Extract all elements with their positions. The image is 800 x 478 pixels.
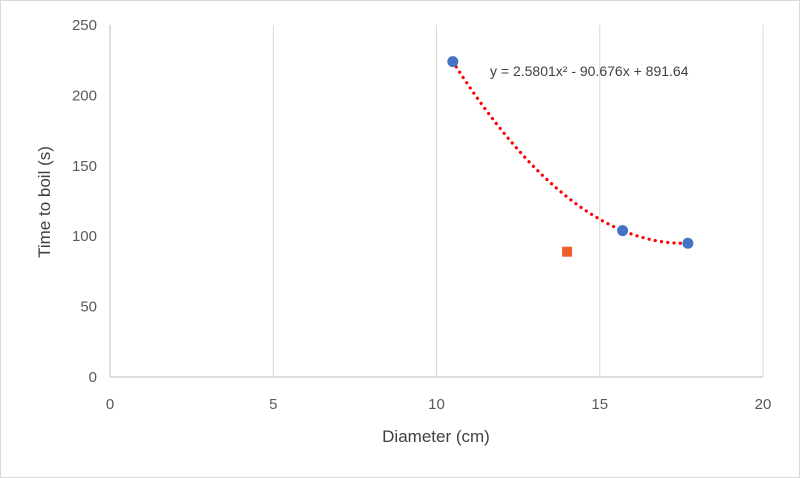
data-point-circle	[682, 237, 694, 249]
x-tick-label: 15	[591, 396, 608, 413]
y-tick-label: 150	[72, 158, 97, 175]
data-points	[447, 56, 694, 257]
y-tick-label: 200	[72, 87, 97, 104]
x-axis-title: Diameter (cm)	[382, 427, 490, 446]
axes	[109, 25, 763, 378]
trendline	[451, 60, 690, 245]
data-point-circle	[617, 225, 629, 237]
data-point-circle	[447, 56, 459, 68]
gridlines	[272, 25, 764, 377]
data-point-square	[562, 246, 573, 257]
y-tick-label: 250	[72, 17, 97, 34]
x-tick-label: 10	[428, 396, 445, 413]
y-tick-label: 100	[72, 228, 97, 245]
x-tick-label: 5	[269, 396, 277, 413]
x-tick-label: 20	[755, 396, 772, 413]
y-axis-title: Time to boil (s)	[35, 146, 54, 258]
y-tick-label: 0	[89, 369, 97, 386]
x-tick-label: 0	[106, 396, 114, 413]
y-tick-label: 50	[80, 299, 97, 316]
trendline-equation: y = 2.5801x² - 90.676x + 891.64	[490, 63, 689, 79]
trendline-group	[451, 60, 690, 245]
